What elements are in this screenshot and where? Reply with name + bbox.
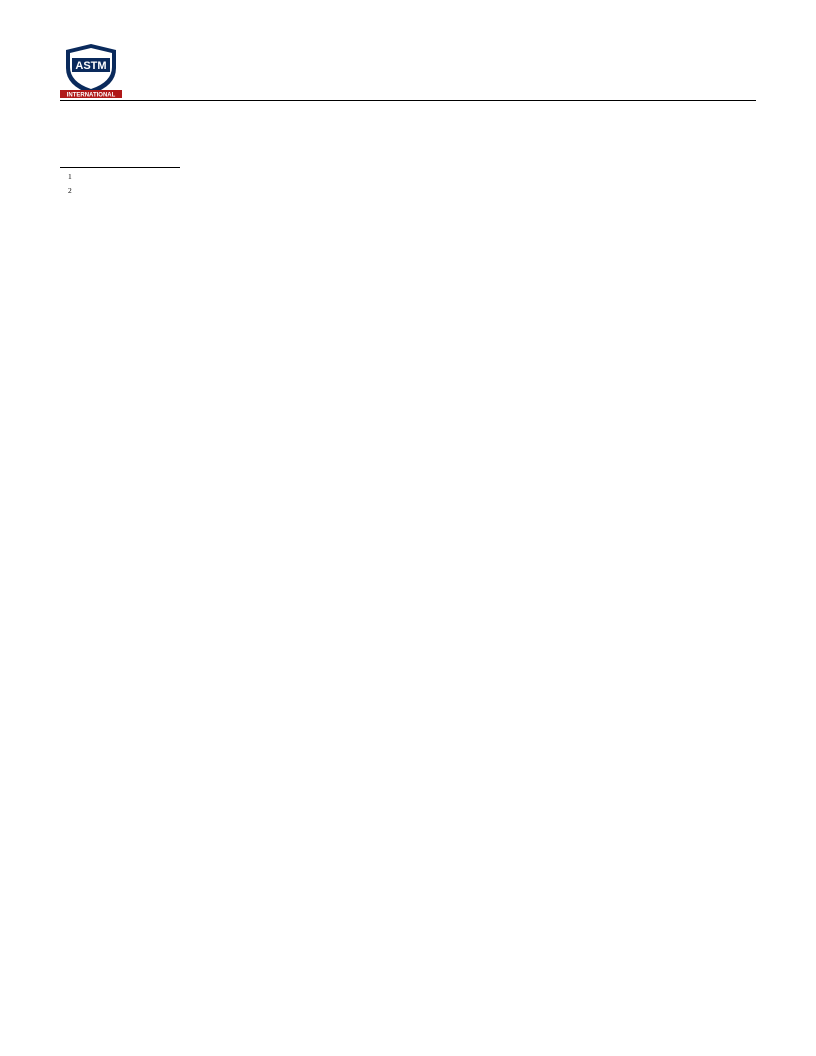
issuance-note bbox=[0, 125, 690, 133]
right-column bbox=[419, 151, 756, 201]
svg-text:INTERNATIONAL: INTERNATIONAL bbox=[67, 92, 116, 98]
footnote-1: 1 bbox=[60, 172, 397, 187]
svg-text:ASTM: ASTM bbox=[75, 60, 106, 72]
footnote-rule bbox=[60, 167, 180, 168]
header-row: ASTM INTERNATIONAL bbox=[0, 32, 816, 98]
notice-banner bbox=[0, 0, 816, 32]
astm-logo: ASTM INTERNATIONAL bbox=[60, 42, 122, 98]
left-column: 1 2 bbox=[60, 151, 397, 201]
footnote-2: 2 bbox=[60, 186, 397, 201]
body-columns: 1 2 bbox=[0, 133, 816, 201]
title-block bbox=[0, 101, 816, 125]
